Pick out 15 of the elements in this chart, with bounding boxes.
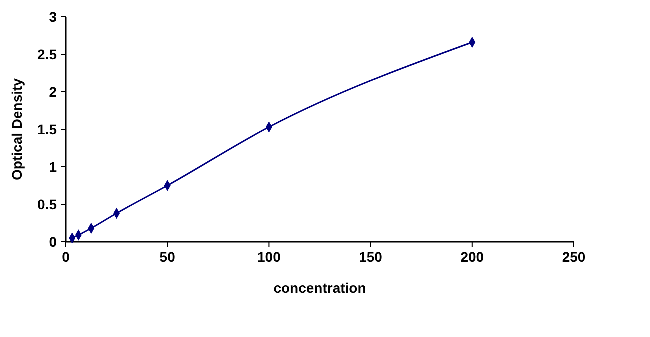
- x-tick-label: 0: [62, 249, 70, 265]
- y-tick-label: 3: [49, 9, 58, 25]
- x-tick-label: 200: [460, 249, 484, 265]
- x-tick-label: 150: [359, 249, 383, 265]
- x-axis-title: concentration: [274, 280, 366, 296]
- y-tick-label: 2: [49, 84, 58, 100]
- y-tick-label: 1.5: [38, 122, 58, 138]
- y-tick-label: 0: [49, 234, 58, 250]
- x-tick-label: 50: [160, 249, 176, 265]
- y-tick-label: 2.5: [38, 46, 58, 62]
- x-tick-label: 100: [258, 249, 282, 265]
- y-axis-title: Optical Density: [9, 78, 25, 180]
- y-tick-label: 0.5: [38, 196, 58, 212]
- y-tick-label: 1: [49, 159, 58, 175]
- x-tick-label: 250: [562, 249, 586, 265]
